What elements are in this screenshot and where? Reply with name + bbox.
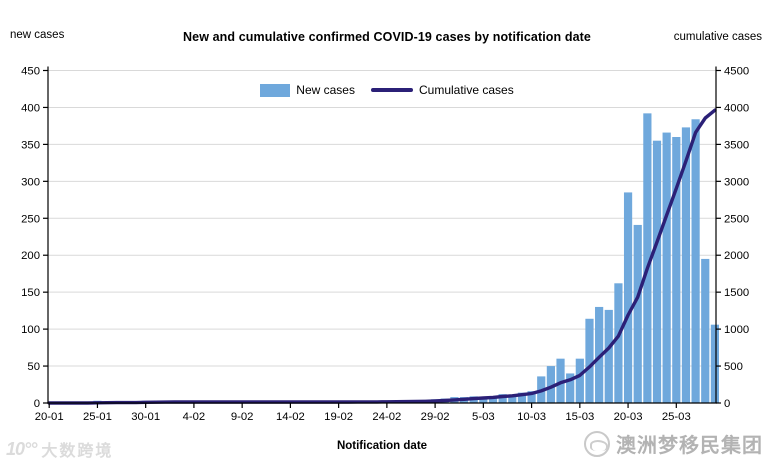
- x-tick-label: 20-03: [614, 411, 643, 423]
- x-tick-label: 9-02: [231, 411, 254, 423]
- chart-title: New and cumulative confirmed COVID-19 ca…: [183, 30, 591, 44]
- bar-new-cases: [556, 358, 565, 403]
- bar-new-cases: [701, 258, 710, 403]
- bar-new-cases: [575, 358, 584, 403]
- bar-new-cases: [508, 395, 517, 403]
- right-axis-title: cumulative cases: [673, 31, 762, 43]
- x-tick-label: 15-03: [565, 411, 594, 423]
- x-tick-label: 24-02: [372, 411, 401, 423]
- left-tick-label: 350: [21, 139, 40, 151]
- left-tick-label: 100: [21, 324, 40, 336]
- right-tick-label: 4000: [724, 102, 749, 114]
- right-tick-label: 4500: [724, 66, 749, 78]
- x-axis-title: Notification date: [336, 440, 428, 452]
- right-tick-label: 3500: [724, 139, 749, 151]
- legend-label-cumulative: Cumulative cases: [418, 83, 514, 97]
- right-tick-label: 500: [724, 361, 743, 373]
- x-tick-label: 20-01: [35, 411, 64, 423]
- x-tick-label: 19-02: [324, 411, 353, 423]
- bar-new-cases: [517, 392, 527, 403]
- right-tick-label: 1500: [724, 287, 749, 299]
- x-tick-label: 25-01: [83, 411, 112, 423]
- legend-item-new-cases: New cases: [260, 83, 355, 97]
- cumulative-line-swatch-icon: [370, 88, 413, 92]
- x-tick-label: 29-02: [421, 411, 450, 423]
- bar-new-cases: [546, 366, 555, 403]
- left-tick-label: 200: [21, 250, 40, 262]
- left-tick-label: 450: [21, 66, 40, 78]
- right-tick-label: 3000: [724, 176, 749, 188]
- bar-new-cases: [488, 396, 498, 403]
- bar-new-cases: [672, 137, 681, 403]
- bar-new-cases: [566, 373, 575, 403]
- bar-new-cases: [652, 140, 662, 403]
- legend-label-new-cases: New cases: [296, 83, 355, 97]
- bar-new-cases: [710, 324, 719, 403]
- bar-new-cases: [681, 127, 691, 403]
- left-tick-label: 0: [34, 398, 40, 410]
- bar-new-cases: [527, 391, 536, 403]
- right-tick-label: 2000: [724, 250, 749, 262]
- left-tick-label: 400: [21, 102, 40, 114]
- cumulative-line: [47, 108, 717, 405]
- bar-new-cases: [585, 318, 594, 403]
- left-tick-label: 150: [21, 287, 40, 299]
- x-tick-label: 10-03: [517, 411, 546, 423]
- bar-new-cases: [691, 119, 700, 404]
- x-tick-label: 25-03: [662, 411, 691, 423]
- new-cases-swatch-icon: [260, 83, 291, 97]
- left-tick-label: 50: [27, 361, 40, 373]
- legend-item-cumulative: Cumulative cases: [370, 83, 514, 97]
- chart-legend: New cases Cumulative cases: [0, 83, 774, 97]
- x-tick-label: 30-01: [131, 411, 160, 423]
- bar-new-cases: [479, 397, 488, 403]
- bar-new-cases: [498, 394, 507, 403]
- bar-new-cases: [614, 283, 623, 403]
- bar-new-cases: [623, 192, 633, 403]
- left-axis-title: new cases: [10, 29, 65, 41]
- left-tick-label: 300: [21, 176, 40, 188]
- right-tick-label: 2500: [724, 213, 749, 225]
- bar-new-cases: [643, 113, 652, 404]
- right-tick-label: 0: [724, 398, 730, 410]
- x-tick-label: 5-03: [472, 411, 495, 423]
- x-tick-label: 4-02: [183, 411, 206, 423]
- right-tick-label: 1000: [724, 324, 749, 336]
- bar-new-cases: [662, 132, 671, 403]
- bar-new-cases: [604, 309, 613, 403]
- bar-new-cases: [633, 224, 642, 403]
- left-tick-label: 250: [21, 213, 40, 225]
- x-tick-label: 14-02: [276, 411, 305, 423]
